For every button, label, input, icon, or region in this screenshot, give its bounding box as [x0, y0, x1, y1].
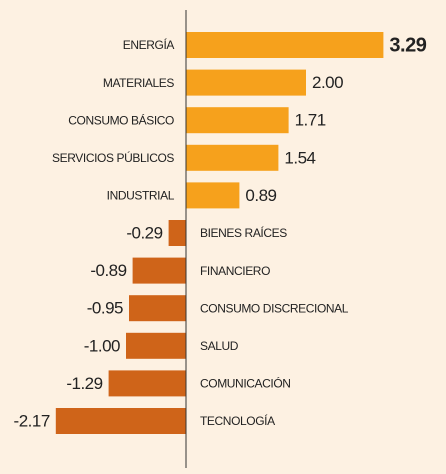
value-label: 0.89	[245, 186, 276, 205]
bar	[186, 107, 289, 134]
value-label: 1.71	[295, 111, 326, 130]
category-label: TECNOLOGÍA	[200, 413, 275, 428]
value-label: -1.00	[84, 336, 120, 355]
value-label: -0.29	[126, 223, 162, 242]
category-label: CONSUMO BÁSICO	[68, 112, 174, 127]
category-label: ENERGÍA	[123, 37, 175, 52]
value-label: 1.54	[284, 148, 315, 167]
category-label: CONSUMO DISCRECIONAL	[200, 301, 349, 315]
bar	[55, 408, 186, 434]
value-label: 2.00	[312, 73, 343, 92]
bar	[186, 182, 240, 209]
category-label: SALUD	[200, 339, 239, 353]
bar	[168, 220, 186, 246]
bar	[126, 332, 186, 359]
value-label: -0.89	[90, 261, 126, 280]
bar	[132, 257, 186, 284]
value-label: -0.95	[87, 299, 123, 318]
value-label: 3.29	[389, 34, 426, 56]
category-label: INDUSTRIAL	[107, 189, 175, 203]
bar	[108, 370, 186, 397]
category-label: COMUNICACIÓN	[200, 376, 291, 391]
value-label: -2.17	[14, 411, 50, 430]
category-label: SERVICIOS PÚBLICOS	[52, 150, 174, 165]
bar	[186, 32, 384, 58]
category-label: BIENES RAÍCES	[200, 225, 287, 240]
bar	[186, 69, 306, 96]
value-label: -1.29	[66, 374, 102, 393]
category-label: MATERIALES	[103, 76, 175, 90]
bar	[129, 295, 186, 322]
bar	[186, 144, 279, 171]
category-label: FINANCIERO	[200, 264, 270, 278]
